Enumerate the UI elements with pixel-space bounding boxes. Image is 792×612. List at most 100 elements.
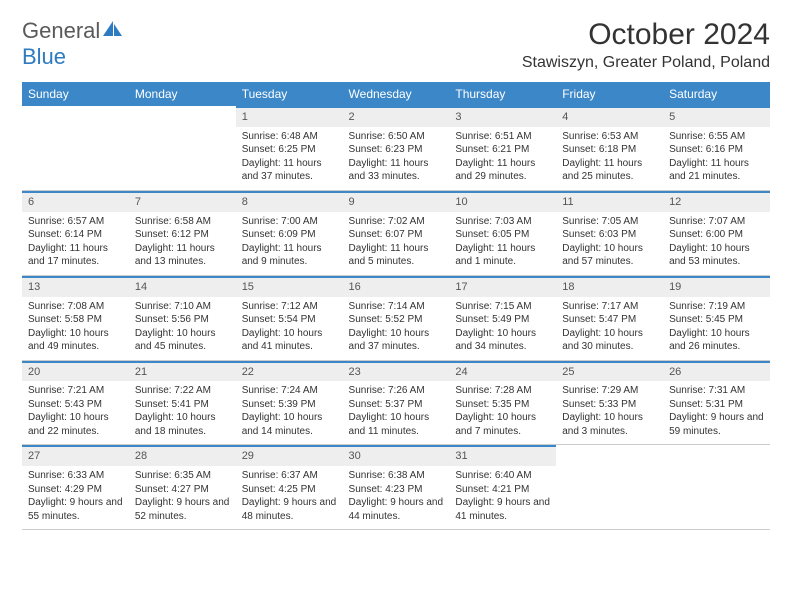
calendar-cell: 20Sunrise: 7:21 AMSunset: 5:43 PMDayligh… [22,360,129,445]
day-body: Sunrise: 7:08 AMSunset: 5:58 PMDaylight:… [22,297,129,360]
calendar-cell: 29Sunrise: 6:37 AMSunset: 4:25 PMDayligh… [236,445,343,530]
sunset-line: Sunset: 6:09 PM [242,228,337,242]
day-body: Sunrise: 6:50 AMSunset: 6:23 PMDaylight:… [343,127,450,190]
sunrise-line: Sunrise: 7:00 AM [242,215,337,229]
sunset-line: Sunset: 5:47 PM [562,313,657,327]
sunrise-line: Sunrise: 6:33 AM [28,469,123,483]
daylight-line: Daylight: 11 hours and 29 minutes. [455,157,550,184]
sunset-line: Sunset: 5:52 PM [349,313,444,327]
sunrise-line: Sunrise: 6:38 AM [349,469,444,483]
day-number: 12 [663,191,770,212]
day-body: Sunrise: 6:35 AMSunset: 4:27 PMDaylight:… [129,466,236,529]
logo: General Blue [22,18,124,70]
calendar-cell [556,445,663,530]
day-number: 31 [449,445,556,466]
day-body: Sunrise: 6:38 AMSunset: 4:23 PMDaylight:… [343,466,450,529]
sunrise-line: Sunrise: 6:37 AM [242,469,337,483]
day-number: 21 [129,361,236,382]
day-number: 27 [22,445,129,466]
daylight-line: Daylight: 10 hours and 7 minutes. [455,411,550,438]
day-body: Sunrise: 7:22 AMSunset: 5:41 PMDaylight:… [129,381,236,444]
weekday-header: Thursday [449,82,556,106]
daylight-line: Daylight: 9 hours and 55 minutes. [28,496,123,523]
day-body: Sunrise: 6:48 AMSunset: 6:25 PMDaylight:… [236,127,343,190]
calendar-cell: 22Sunrise: 7:24 AMSunset: 5:39 PMDayligh… [236,360,343,445]
day-body: Sunrise: 7:28 AMSunset: 5:35 PMDaylight:… [449,381,556,444]
sunset-line: Sunset: 5:45 PM [669,313,764,327]
sunrise-line: Sunrise: 7:24 AM [242,384,337,398]
calendar-cell: 1Sunrise: 6:48 AMSunset: 6:25 PMDaylight… [236,106,343,190]
daylight-line: Daylight: 9 hours and 44 minutes. [349,496,444,523]
day-number: 5 [663,106,770,127]
sunrise-line: Sunrise: 7:02 AM [349,215,444,229]
sunset-line: Sunset: 6:23 PM [349,143,444,157]
calendar-cell: 8Sunrise: 7:00 AMSunset: 6:09 PMDaylight… [236,190,343,275]
daylight-line: Daylight: 9 hours and 52 minutes. [135,496,230,523]
daylight-line: Daylight: 10 hours and 37 minutes. [349,327,444,354]
calendar-cell: 3Sunrise: 6:51 AMSunset: 6:21 PMDaylight… [449,106,556,190]
day-number: 24 [449,361,556,382]
daylight-line: Daylight: 11 hours and 37 minutes. [242,157,337,184]
sunset-line: Sunset: 6:07 PM [349,228,444,242]
month-title: October 2024 [522,18,770,52]
day-number: 19 [663,276,770,297]
logo-text-blue: Blue [22,44,66,69]
calendar-cell: 21Sunrise: 7:22 AMSunset: 5:41 PMDayligh… [129,360,236,445]
calendar-cell: 31Sunrise: 6:40 AMSunset: 4:21 PMDayligh… [449,445,556,530]
day-body: Sunrise: 7:03 AMSunset: 6:05 PMDaylight:… [449,212,556,275]
day-number: 23 [343,361,450,382]
sunrise-line: Sunrise: 6:40 AM [455,469,550,483]
daylight-line: Daylight: 10 hours and 11 minutes. [349,411,444,438]
day-body: Sunrise: 7:19 AMSunset: 5:45 PMDaylight:… [663,297,770,360]
sunset-line: Sunset: 5:58 PM [28,313,123,327]
calendar-cell: 17Sunrise: 7:15 AMSunset: 5:49 PMDayligh… [449,275,556,360]
daylight-line: Daylight: 10 hours and 14 minutes. [242,411,337,438]
sunrise-line: Sunrise: 6:35 AM [135,469,230,483]
day-number: 6 [22,191,129,212]
sunset-line: Sunset: 6:18 PM [562,143,657,157]
day-body: Sunrise: 7:31 AMSunset: 5:31 PMDaylight:… [663,381,770,444]
daylight-line: Daylight: 11 hours and 25 minutes. [562,157,657,184]
weekday-header: Monday [129,82,236,106]
day-number: 30 [343,445,450,466]
calendar-cell: 24Sunrise: 7:28 AMSunset: 5:35 PMDayligh… [449,360,556,445]
calendar-cell: 14Sunrise: 7:10 AMSunset: 5:56 PMDayligh… [129,275,236,360]
sunrise-line: Sunrise: 6:50 AM [349,130,444,144]
daylight-line: Daylight: 11 hours and 1 minute. [455,242,550,269]
daylight-line: Daylight: 11 hours and 9 minutes. [242,242,337,269]
calendar-row: 6Sunrise: 6:57 AMSunset: 6:14 PMDaylight… [22,190,770,275]
daylight-line: Daylight: 10 hours and 41 minutes. [242,327,337,354]
sunset-line: Sunset: 5:41 PM [135,398,230,412]
calendar-cell: 19Sunrise: 7:19 AMSunset: 5:45 PMDayligh… [663,275,770,360]
sunset-line: Sunset: 6:03 PM [562,228,657,242]
day-number: 1 [236,106,343,127]
calendar-cell: 23Sunrise: 7:26 AMSunset: 5:37 PMDayligh… [343,360,450,445]
day-number: 11 [556,191,663,212]
daylight-line: Daylight: 10 hours and 57 minutes. [562,242,657,269]
sunrise-line: Sunrise: 6:57 AM [28,215,123,229]
sunrise-line: Sunrise: 7:26 AM [349,384,444,398]
daylight-line: Daylight: 9 hours and 48 minutes. [242,496,337,523]
daylight-line: Daylight: 10 hours and 49 minutes. [28,327,123,354]
daylight-line: Daylight: 11 hours and 21 minutes. [669,157,764,184]
calendar-cell [129,106,236,190]
day-number: 3 [449,106,556,127]
sunrise-line: Sunrise: 7:28 AM [455,384,550,398]
calendar-cell: 13Sunrise: 7:08 AMSunset: 5:58 PMDayligh… [22,275,129,360]
sunrise-line: Sunrise: 7:22 AM [135,384,230,398]
calendar-cell: 12Sunrise: 7:07 AMSunset: 6:00 PMDayligh… [663,190,770,275]
day-number: 10 [449,191,556,212]
day-body: Sunrise: 7:14 AMSunset: 5:52 PMDaylight:… [343,297,450,360]
title-block: October 2024 Stawiszyn, Greater Poland, … [522,18,770,72]
sunset-line: Sunset: 6:21 PM [455,143,550,157]
logo-sail-icon [102,20,124,38]
calendar-cell: 25Sunrise: 7:29 AMSunset: 5:33 PMDayligh… [556,360,663,445]
sunset-line: Sunset: 4:27 PM [135,483,230,497]
calendar-cell [22,106,129,190]
weekday-header: Wednesday [343,82,450,106]
day-body: Sunrise: 7:29 AMSunset: 5:33 PMDaylight:… [556,381,663,444]
day-body: Sunrise: 7:15 AMSunset: 5:49 PMDaylight:… [449,297,556,360]
weekday-header-row: SundayMondayTuesdayWednesdayThursdayFrid… [22,82,770,106]
daylight-line: Daylight: 10 hours and 26 minutes. [669,327,764,354]
location: Stawiszyn, Greater Poland, Poland [522,54,770,72]
